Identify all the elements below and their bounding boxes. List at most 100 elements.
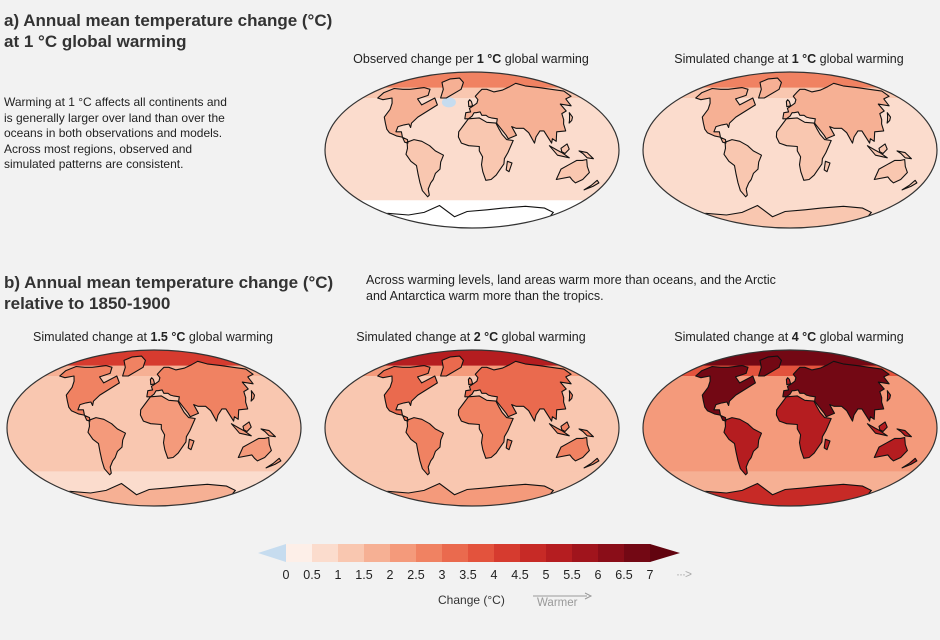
australia-outline [237,436,272,462]
antarctica-fill [387,483,554,506]
map-frame [642,71,938,229]
madagascar-fill [506,439,512,450]
eurasia-outline [782,360,890,422]
eurasia-fill [782,83,890,144]
japan-outline [568,112,574,124]
world-map [642,71,938,229]
australia-fill [874,159,908,183]
uk-fill [150,377,155,385]
map-title-simulated-4c: Simulated change at 4 °C global warming [674,330,904,344]
africa-outline [775,117,832,181]
color-scale-tick: 1 [334,568,342,582]
map-title-simulated-1-5c: Simulated change at 1.5 °C global warmin… [33,330,273,344]
africa-fill [458,395,514,459]
color-swatch [468,544,495,562]
greenland-outline [440,77,464,99]
section-b-title-line1: b) Annual mean temperature change (°C) [4,273,334,292]
new-guinea-outline [896,428,912,438]
color-scale-tick: 5.5 [563,568,581,582]
africa-fill [776,395,832,459]
new-guinea-outline [896,150,912,160]
australia-fill [238,437,272,461]
australia-fill [556,437,590,461]
description-line: simulated patterns are consistent. [4,157,184,171]
arctic-band [325,350,619,366]
note-line: and Antarctica warm more than the tropic… [366,289,604,303]
color-swatch [286,544,313,562]
map-title-observed-1c: Observed change per 1 °C global warming [353,52,589,66]
indonesia-outline [548,145,570,159]
japan-outline [886,390,892,402]
map-simulated-1c [640,70,940,235]
arctic-band [643,350,937,366]
color-scale-tick: 7 [646,568,654,582]
antarctica-outline [69,482,237,496]
world-map [324,349,620,507]
color-scale-tick: 2 [386,568,394,582]
north-america-fill [695,87,756,144]
australia-outline [555,158,590,184]
map-field [325,72,619,228]
greenland-fill [440,78,464,98]
uk-outline [785,377,792,386]
uk-outline [467,377,474,386]
color-scale-bar [258,544,680,562]
south-america-fill [406,139,444,197]
greenland-fill [122,356,146,376]
africa-outline [457,395,514,459]
africa-fill [140,395,196,459]
madagascar-outline [823,160,831,173]
eurasia-outline [782,82,890,144]
section-a-title-line2: at 1 °C global warming [4,32,187,51]
new-zealand-outline [901,179,918,191]
south-america-fill [724,139,762,197]
color-scale-tick: 6.5 [615,568,633,582]
africa-outline [457,117,514,181]
north-america-fill [695,365,756,422]
borneo-outline [878,143,888,155]
warmer-label: Warmer [537,597,578,609]
north-america-outline [377,365,438,422]
eurasia-fill [464,361,572,422]
africa-outline [775,395,832,459]
world-map [324,71,620,229]
eurasia-outline [464,82,572,144]
color-scale-tick: 3.5 [459,568,477,582]
south-america-outline [87,417,127,476]
more-arrow: ···> [676,567,692,581]
cooling-patch [441,97,456,108]
north-america-outline [377,87,438,144]
north-america-fill [59,365,120,422]
map-observed-1c [322,70,622,235]
map-field [325,350,619,506]
greenland-fill [440,356,464,376]
map-title-simulated-1c: Simulated change at 1 °C global warming [674,52,904,66]
eurasia-outline [464,360,572,422]
color-swatch [312,544,339,562]
eurasia-fill [146,361,254,422]
africa-fill [458,117,514,181]
overflow-triangle [650,544,680,562]
japan-outline [568,390,574,402]
world-map [6,349,302,507]
map-simulated-1-5c [4,348,304,513]
eurasia-fill [464,83,572,144]
antarctica-outline [387,482,555,496]
greenland-outline [758,77,782,99]
uk-outline [785,99,792,108]
borneo-outline [242,421,252,433]
indonesia-outline [548,423,570,437]
south-america-outline [405,139,445,198]
south-america-fill [406,417,444,475]
indonesia-outline [866,423,888,437]
color-scale-tick: 4 [490,568,498,582]
south-america-outline [723,139,763,198]
negative-triangle [258,544,286,562]
africa-outline [139,395,196,459]
north-america-fill [377,365,438,422]
new-zealand-outline [583,179,600,191]
color-swatch [624,544,651,562]
madagascar-fill [824,439,830,450]
color-swatch [494,544,521,562]
greenland-outline [758,355,782,377]
